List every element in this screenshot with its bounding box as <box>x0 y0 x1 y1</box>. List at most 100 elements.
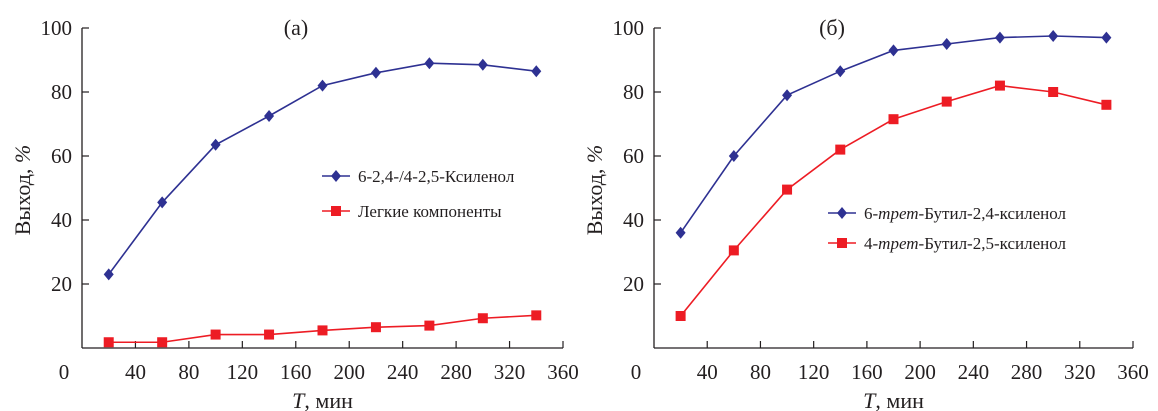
data-point <box>1048 30 1059 42</box>
data-point <box>424 57 435 70</box>
series-2 <box>103 310 542 348</box>
y-tick-label: 100 <box>613 16 645 40</box>
data-point <box>477 313 488 324</box>
legend-entry: 4-трет-Бутил-2,5-ксиленол <box>828 234 1067 253</box>
x-tick-label: 280 <box>1011 360 1043 384</box>
data-point <box>835 65 846 78</box>
data-point <box>531 65 542 78</box>
data-point <box>317 79 328 92</box>
y-tick-label: 20 <box>51 272 72 296</box>
x-axis-label: T, мин <box>863 388 924 411</box>
legend-entry: Легкие компоненты <box>322 202 502 221</box>
y-tick-label: 40 <box>623 208 644 232</box>
x-tick-label: 0 <box>59 360 70 384</box>
data-point <box>941 96 952 107</box>
legend-label-part: трет <box>878 234 918 253</box>
data-point <box>370 322 381 333</box>
data-point <box>157 196 168 209</box>
x-tick-label: 120 <box>798 360 830 384</box>
y-tick-label: 80 <box>623 80 644 104</box>
y-tick-label: 20 <box>623 272 644 296</box>
y-axis-label: Выход, % <box>10 145 35 236</box>
y-axis-label: Выход, % <box>582 145 607 236</box>
legend-label-part: Легкие компоненты <box>358 202 502 221</box>
y-tick-label: 40 <box>51 208 72 232</box>
y-axis-unit: % <box>10 145 35 163</box>
x-tick-label: 320 <box>1064 360 1096 384</box>
data-point <box>888 114 899 125</box>
legend-entry: 6-трет-Бутил-2,4-ксиленол <box>828 204 1067 223</box>
x-axis-unit: , мин <box>875 388 924 411</box>
data-point <box>264 329 275 340</box>
panel-label: (а) <box>284 15 308 40</box>
data-point <box>210 138 221 151</box>
data-point <box>941 38 952 50</box>
y-axis-text: Выход, <box>582 163 607 235</box>
y-tick-label: 60 <box>51 144 72 168</box>
chart-panel-a: 0 40 80 120 160 200 240 280 320 360 20 40 60 80 100 (а)… <box>10 15 579 411</box>
x-axis-variable: T <box>292 388 306 411</box>
x-tick-label: 40 <box>697 360 718 384</box>
x-tick-label: 80 <box>750 360 771 384</box>
legend-label-part: 6- <box>864 204 879 223</box>
data-point <box>317 325 328 336</box>
data-point <box>994 31 1005 44</box>
legend-label: Легкие компоненты <box>358 202 502 221</box>
legend-marker <box>331 206 341 216</box>
y-tick-label: 100 <box>41 16 73 40</box>
data-point <box>157 337 168 348</box>
legend-entry: 6-2,4-/4-2,5-Ксиленол <box>322 167 515 186</box>
x-tick-label: 280 <box>440 360 472 384</box>
panel-label: (б) <box>819 15 845 40</box>
x-tick-label: 200 <box>333 360 365 384</box>
data-point <box>1048 87 1059 97</box>
data-point <box>782 184 793 195</box>
legend-label: 6-трет-Бутил-2,4-ксиленол <box>864 204 1067 223</box>
data-point <box>728 150 739 162</box>
data-point <box>835 144 846 155</box>
y-axis-unit: % <box>582 145 607 163</box>
legend-label-part: 6-2,4-/4-2,5-Ксиленол <box>358 167 515 186</box>
x-axis-unit: , мин <box>304 388 353 411</box>
legend-marker <box>837 238 847 248</box>
y-tick-label: 80 <box>51 80 72 104</box>
series-2 <box>675 80 1112 321</box>
x-tick-label: 80 <box>178 360 199 384</box>
chart-panel-b: 0 40 80 120 160 200 240 280 320 360 20 40 60 80 100 (б)… <box>582 15 1149 411</box>
y-tick-label: 60 <box>623 144 644 168</box>
legend-label-part: 4- <box>864 234 879 253</box>
x-tick-label: 40 <box>125 360 146 384</box>
data-point <box>782 89 793 102</box>
data-point <box>531 310 542 321</box>
data-point <box>675 311 686 321</box>
y-axis-text: Выход, <box>10 163 35 235</box>
data-point <box>103 268 114 281</box>
x-axis-label: T, мин <box>292 388 353 411</box>
x-tick-label: 360 <box>547 360 579 384</box>
x-tick-label: 0 <box>631 360 642 384</box>
series-1 <box>675 30 1112 239</box>
data-point <box>103 337 114 348</box>
x-tick-label: 160 <box>851 360 883 384</box>
data-point <box>888 44 899 57</box>
data-point <box>264 110 275 122</box>
x-tick-label: 320 <box>494 360 526 384</box>
data-point <box>994 80 1005 91</box>
series-1 <box>103 57 542 281</box>
legend-label-part: -Бутил-2,4-ксиленол <box>919 204 1067 223</box>
legend-marker <box>331 170 341 182</box>
data-point <box>370 66 381 79</box>
legend-label: 6-2,4-/4-2,5-Ксиленол <box>358 167 515 186</box>
data-point <box>1101 99 1112 110</box>
x-tick-label: 360 <box>1117 360 1149 384</box>
x-tick-label: 160 <box>280 360 312 384</box>
data-point <box>210 329 221 340</box>
x-axis-variable: T <box>863 388 877 411</box>
legend-marker <box>837 207 847 219</box>
legend-label-part: -Бутил-2,5-ксиленол <box>919 234 1067 253</box>
x-tick-label: 240 <box>958 360 990 384</box>
x-tick-label: 240 <box>387 360 419 384</box>
data-point <box>728 245 739 256</box>
data-point <box>477 58 488 71</box>
